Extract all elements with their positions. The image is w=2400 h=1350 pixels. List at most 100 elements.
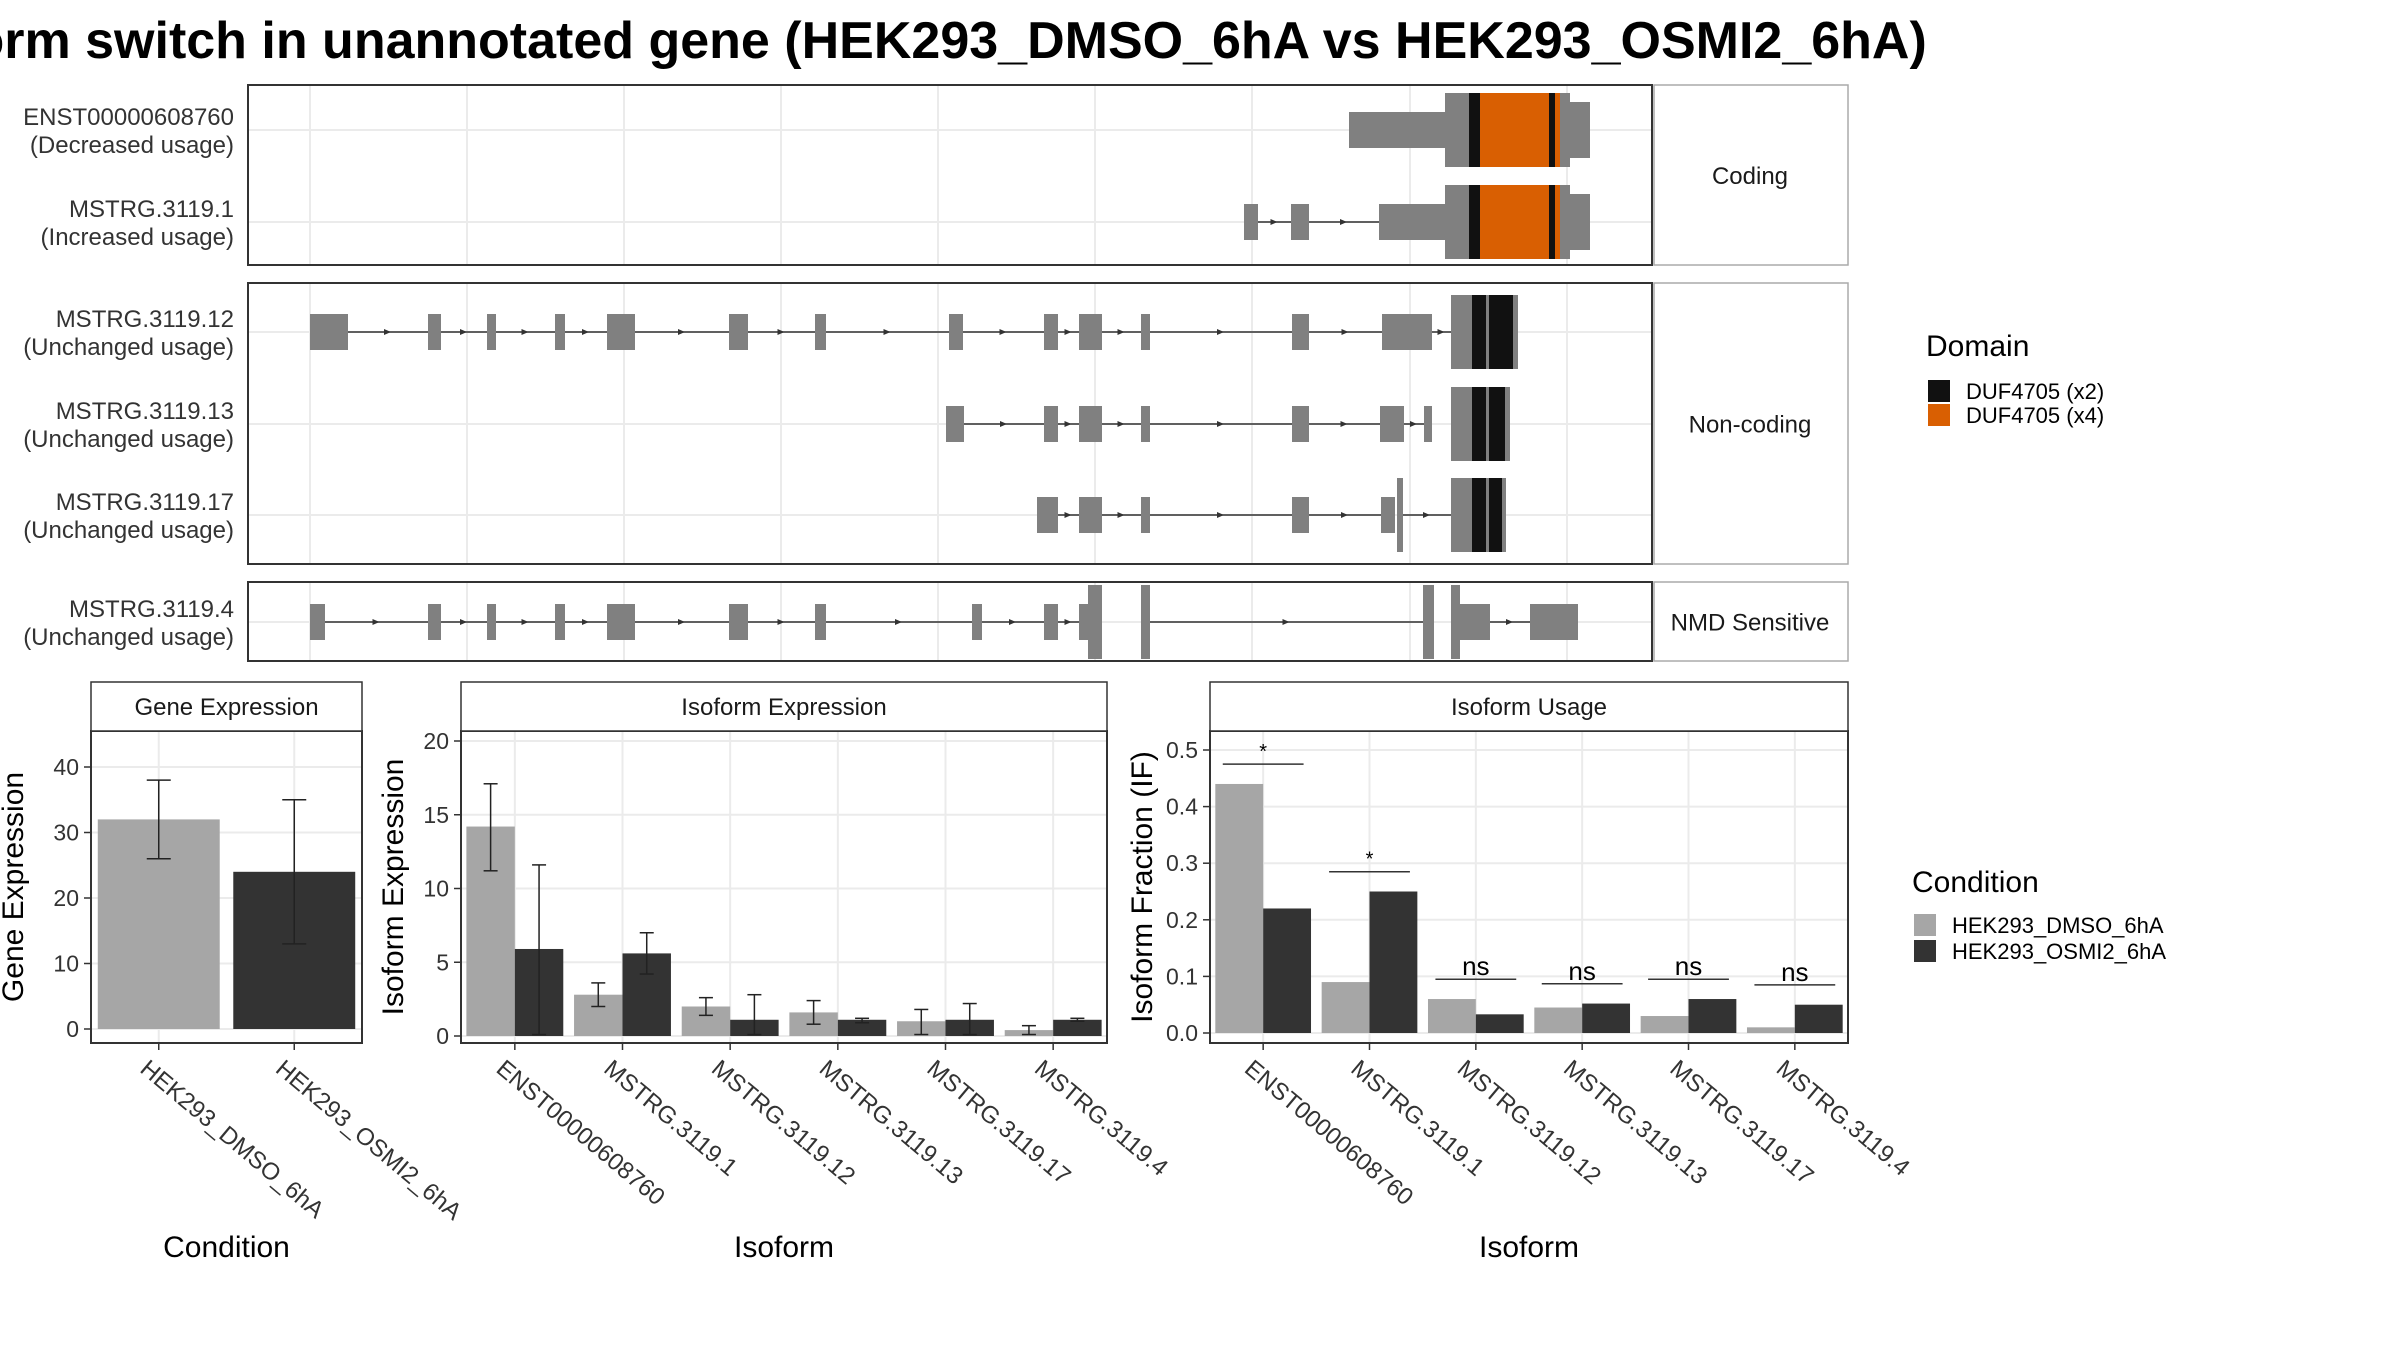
y-tick-label: 0.3 xyxy=(1166,850,1198,876)
y-tick-label: 10 xyxy=(423,876,449,902)
protein-domain xyxy=(1469,185,1480,259)
exon xyxy=(310,314,348,350)
isoform-usage: (Unchanged usage) xyxy=(23,624,234,651)
isoform-usage: (Decreased usage) xyxy=(30,132,234,159)
bar xyxy=(1746,1027,1795,1033)
exon xyxy=(1381,497,1395,533)
exon xyxy=(555,314,565,350)
strand-arrow xyxy=(1217,512,1224,518)
facet-strip-label: NMD Sensitive xyxy=(1671,610,1830,637)
figure-title: Isoform switch in unannotated gene (HEK2… xyxy=(0,12,1927,70)
exon xyxy=(1379,204,1445,240)
x-axis-title: Condition xyxy=(163,1231,290,1264)
exon xyxy=(428,314,441,350)
protein-domain xyxy=(1549,93,1555,167)
strand-arrow xyxy=(1437,329,1445,335)
strand-arrow xyxy=(582,619,589,625)
strand-arrow xyxy=(1410,421,1417,427)
strand-arrow xyxy=(1340,219,1347,225)
y-tick-label: 0 xyxy=(436,1023,449,1049)
exon xyxy=(1349,112,1445,148)
bar xyxy=(1369,891,1418,1033)
panel-border xyxy=(247,282,1653,565)
exon xyxy=(1424,406,1432,442)
plot-background xyxy=(461,731,1107,1043)
domain-legend-swatch-x2 xyxy=(1928,380,1950,402)
strand-arrow xyxy=(1341,512,1348,518)
isoform-track xyxy=(1037,478,1506,552)
exon xyxy=(428,604,441,640)
bar xyxy=(837,1019,887,1036)
panel-border xyxy=(247,581,1653,662)
y-tick-label: 15 xyxy=(423,802,449,828)
bar xyxy=(1688,999,1737,1033)
strand-arrow xyxy=(1064,421,1072,427)
domain-legend-label-x4: DUF4705 (x4) xyxy=(1966,403,2104,428)
strand-arrow xyxy=(1423,512,1430,518)
y-tick-label: 0.1 xyxy=(1166,963,1198,989)
isoform-name: MSTRG.3119.13 xyxy=(56,398,234,425)
protein-domain xyxy=(1555,93,1560,167)
strand-arrow xyxy=(999,329,1007,335)
exon xyxy=(1044,604,1058,640)
strand-arrow xyxy=(521,329,529,335)
exon xyxy=(1079,406,1102,442)
exon xyxy=(1141,585,1150,659)
y-tick-label: 5 xyxy=(436,949,449,975)
protein-domain xyxy=(1555,185,1560,259)
domain-legend-title: Domain xyxy=(1926,330,2029,363)
strand-arrow xyxy=(883,329,891,335)
exon xyxy=(1292,497,1309,533)
facet-strip xyxy=(1653,581,1849,662)
structure-panel: MSTRG.3119.4(Unchanged usage) NMD Sensiti… xyxy=(23,581,1849,662)
y-tick-label: 20 xyxy=(423,728,449,754)
exon xyxy=(815,314,826,350)
expression-charts: Gene Expression010203040HEK293_DMSO_6hAH… xyxy=(0,681,1915,1264)
exon xyxy=(972,604,982,640)
exon xyxy=(729,314,748,350)
domain-legend-swatch-x4 xyxy=(1928,404,1950,426)
exon xyxy=(1451,585,1460,659)
protein-domain xyxy=(1472,295,1486,369)
strand-arrow xyxy=(1282,619,1290,625)
bar xyxy=(1053,1019,1102,1036)
isoform-track xyxy=(1244,185,1590,259)
bar xyxy=(1475,1014,1524,1033)
y-tick-label: 0.0 xyxy=(1166,1020,1198,1046)
bar xyxy=(1794,1004,1843,1033)
isoform-structure-plot: ENST00000608760(Decreased usage) MSTRG.31… xyxy=(23,84,1849,662)
facet-strip xyxy=(90,681,363,732)
facet-strip-label: Coding xyxy=(1712,163,1788,190)
isoform-track xyxy=(946,387,1510,461)
condition-legend-swatch-osmi xyxy=(1914,940,1936,962)
strand-arrow xyxy=(1009,619,1016,625)
condition-legend-label-dmso: HEK293_DMSO_6hA xyxy=(1952,913,2164,938)
strand-arrow xyxy=(777,329,785,335)
structure-panel: MSTRG.3119.12(Unchanged usage)MSTRG.3119… xyxy=(23,282,1849,565)
strand-arrow xyxy=(1341,329,1349,335)
bar-chart: Isoform Expression05101520ENST0000060876… xyxy=(377,681,1173,1264)
exon xyxy=(1570,194,1590,250)
isoform-name: MSTRG.3119.4 xyxy=(69,596,234,623)
domain-legend-label-x2: DUF4705 (x2) xyxy=(1966,379,2104,404)
facet-strip xyxy=(460,681,1108,732)
facet-strip xyxy=(1653,84,1849,266)
strand-arrow xyxy=(1064,329,1072,335)
panel-border xyxy=(247,84,1653,266)
exon xyxy=(1460,604,1490,640)
strand-arrow xyxy=(1340,421,1348,427)
exon xyxy=(1244,204,1258,240)
strand-arrow xyxy=(384,329,391,335)
exon xyxy=(1079,497,1102,533)
y-tick-label: 40 xyxy=(53,754,79,780)
strand-arrow xyxy=(1117,421,1125,427)
isoform-usage: (Increased usage) xyxy=(41,224,234,251)
facet-strip-label: Isoform Usage xyxy=(1451,694,1607,721)
strand-arrow xyxy=(372,619,380,625)
bar xyxy=(1215,783,1264,1033)
exon xyxy=(487,314,496,350)
isoform-track xyxy=(310,295,1518,369)
structure-panel: ENST00000608760(Decreased usage) MSTRG.31… xyxy=(23,84,1849,266)
facet-strip-label: Non-coding xyxy=(1689,412,1812,439)
